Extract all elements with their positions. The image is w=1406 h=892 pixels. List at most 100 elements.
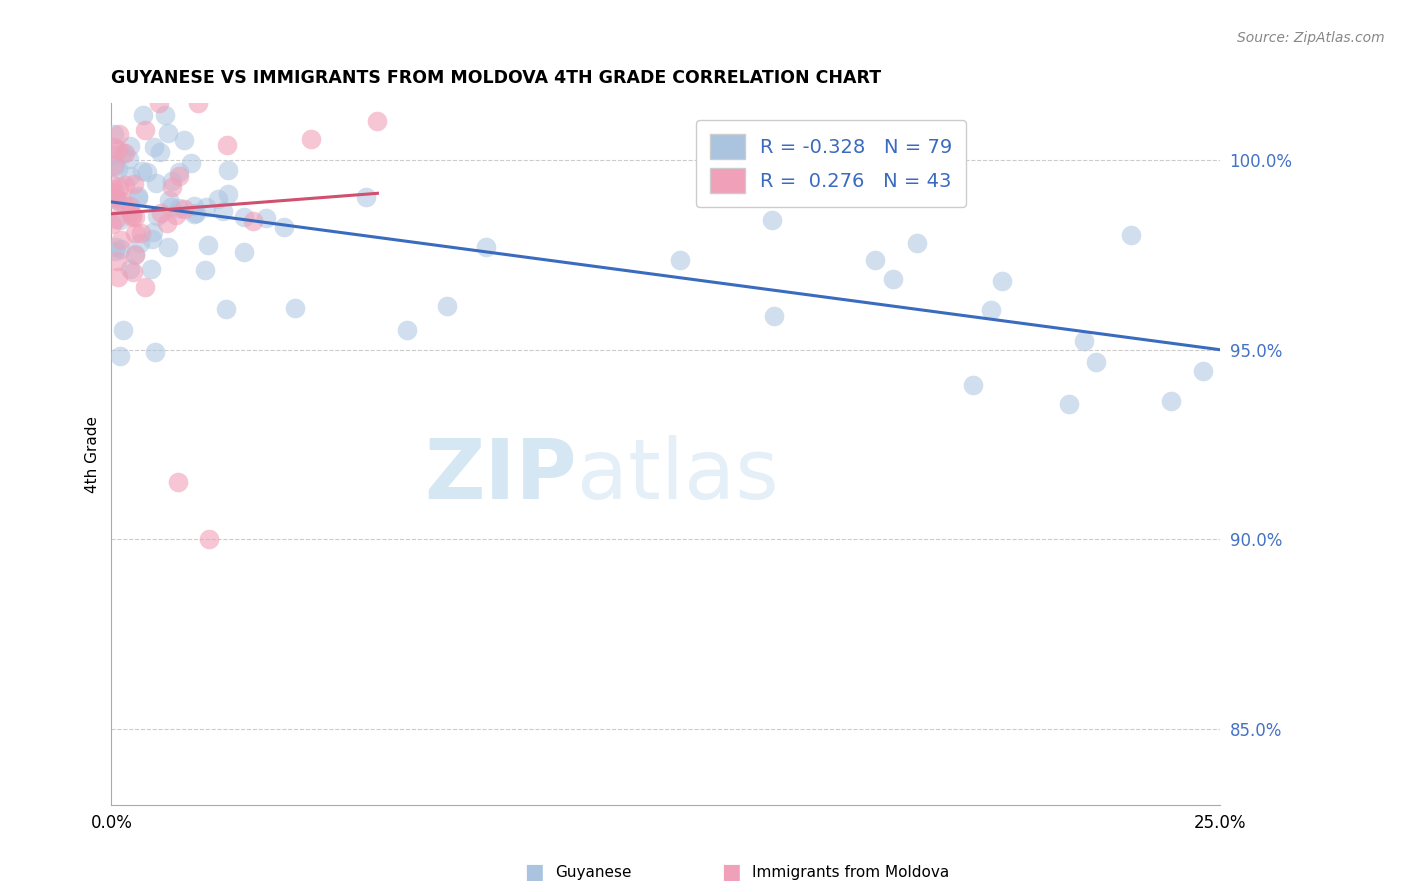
- Point: [167, 165, 190, 179]
- Point: [111, 145, 134, 160]
- Point: [156, 126, 179, 140]
- Point: [283, 301, 305, 315]
- Point: [104, 190, 127, 204]
- Point: [141, 232, 163, 246]
- Point: [1073, 334, 1095, 348]
- Point: [103, 158, 125, 172]
- Point: [114, 178, 136, 192]
- Point: [101, 147, 124, 161]
- Point: [107, 162, 129, 177]
- Point: [114, 146, 136, 161]
- Point: [207, 192, 229, 206]
- Y-axis label: 4th Grade: 4th Grade: [86, 416, 100, 492]
- Point: [108, 349, 131, 363]
- Point: [149, 205, 172, 219]
- Point: [1160, 394, 1182, 409]
- Point: [194, 263, 217, 277]
- Point: [135, 164, 157, 178]
- Legend: R = -0.328   N = 79, R =  0.276   N = 43: R = -0.328 N = 79, R = 0.276 N = 43: [696, 120, 966, 207]
- Point: [166, 208, 188, 222]
- Point: [118, 199, 141, 213]
- Point: [105, 193, 128, 207]
- Point: [146, 209, 169, 223]
- Text: ZIP: ZIP: [425, 434, 576, 516]
- Point: [233, 244, 256, 259]
- Point: [101, 185, 124, 199]
- Point: [148, 96, 170, 111]
- Point: [882, 272, 904, 286]
- Point: [103, 140, 125, 154]
- Text: Guyanese: Guyanese: [555, 865, 631, 880]
- Point: [124, 247, 146, 261]
- Point: [167, 475, 190, 490]
- Point: [195, 200, 218, 214]
- Point: [354, 189, 377, 203]
- Point: [762, 309, 785, 323]
- Point: [112, 323, 135, 337]
- Point: [186, 206, 208, 220]
- Point: [155, 108, 177, 122]
- Point: [108, 212, 131, 227]
- Point: [127, 191, 149, 205]
- Point: [436, 299, 458, 313]
- Text: Source: ZipAtlas.com: Source: ZipAtlas.com: [1237, 31, 1385, 45]
- Point: [124, 226, 146, 240]
- Point: [121, 208, 143, 222]
- Point: [167, 202, 190, 216]
- Text: ■: ■: [524, 863, 544, 882]
- Point: [187, 96, 209, 111]
- Point: [162, 174, 184, 188]
- Point: [111, 194, 134, 208]
- Point: [396, 322, 419, 336]
- Point: [905, 235, 928, 250]
- Point: [120, 169, 142, 183]
- Point: [475, 240, 498, 254]
- Point: [761, 212, 783, 227]
- Point: [215, 137, 238, 152]
- Text: GUYANESE VS IMMIGRANTS FROM MOLDOVA 4TH GRADE CORRELATION CHART: GUYANESE VS IMMIGRANTS FROM MOLDOVA 4TH …: [111, 69, 882, 87]
- Point: [160, 201, 183, 215]
- Point: [173, 202, 195, 216]
- Point: [242, 214, 264, 228]
- Point: [103, 181, 125, 195]
- Point: [101, 217, 124, 231]
- Point: [142, 225, 165, 239]
- Point: [1119, 227, 1142, 242]
- Point: [124, 211, 146, 225]
- Point: [299, 132, 322, 146]
- Point: [167, 169, 190, 184]
- Text: Immigrants from Moldova: Immigrants from Moldova: [752, 865, 949, 880]
- Point: [183, 199, 205, 213]
- Point: [107, 270, 129, 285]
- Point: [1085, 355, 1108, 369]
- Point: [107, 143, 129, 157]
- Point: [232, 210, 254, 224]
- Point: [143, 344, 166, 359]
- Point: [962, 378, 984, 392]
- Point: [198, 533, 221, 547]
- Point: [105, 211, 128, 226]
- Point: [101, 178, 124, 192]
- Point: [122, 177, 145, 191]
- Point: [863, 253, 886, 268]
- Point: [105, 254, 128, 268]
- Point: [104, 190, 127, 204]
- Point: [132, 108, 155, 122]
- Point: [139, 261, 162, 276]
- Point: [134, 122, 156, 136]
- Point: [215, 302, 238, 317]
- Text: atlas: atlas: [576, 434, 779, 516]
- Point: [197, 238, 219, 252]
- Point: [131, 227, 153, 241]
- Point: [124, 248, 146, 262]
- Point: [156, 216, 179, 230]
- Point: [107, 128, 129, 142]
- Point: [1192, 364, 1215, 378]
- Point: [366, 114, 388, 128]
- Point: [217, 162, 239, 177]
- Point: [131, 163, 153, 178]
- Point: [104, 240, 127, 254]
- Point: [118, 139, 141, 153]
- Point: [121, 210, 143, 224]
- Point: [104, 159, 127, 173]
